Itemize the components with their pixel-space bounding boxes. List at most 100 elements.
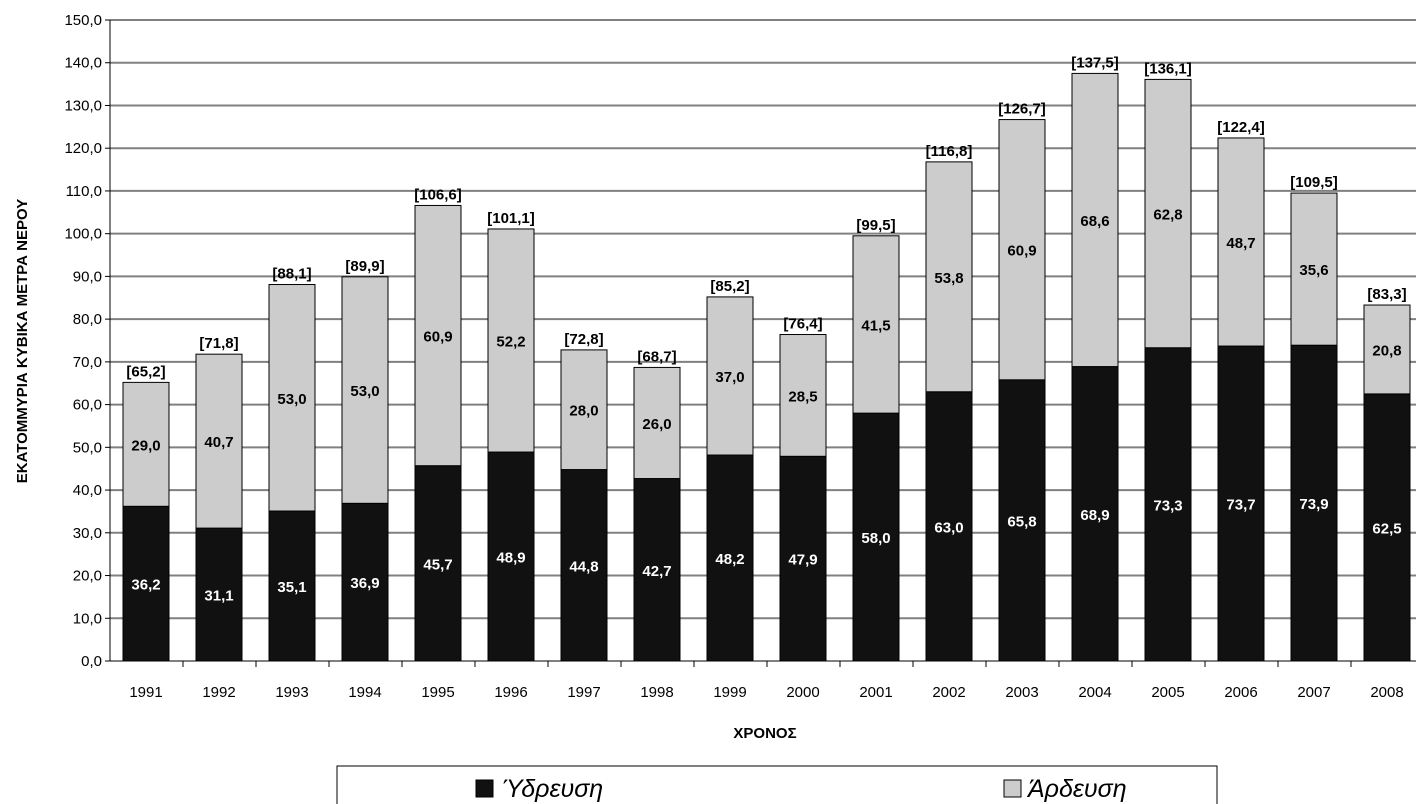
bar-1994-series-1 bbox=[341, 276, 389, 504]
bar-2004-series-0 bbox=[1071, 366, 1119, 662]
bar-label-2003-series-0: 65,8 bbox=[1007, 513, 1036, 530]
bar-1996-series-0 bbox=[487, 451, 535, 662]
bar-label-1998-series-0: 42,7 bbox=[642, 563, 671, 580]
y-tick-label-2: 20,0 bbox=[73, 568, 102, 585]
x-tick-label-1991: 1991 bbox=[129, 684, 162, 701]
y-tick-label-15: 150,0 bbox=[64, 12, 102, 29]
bar-1995-series-0 bbox=[414, 465, 462, 662]
y-tick-label-1: 10,0 bbox=[73, 610, 102, 627]
x-tick-label-1996: 1996 bbox=[494, 684, 527, 701]
bar-2002-series-0 bbox=[925, 391, 973, 662]
bar-2006-series-1 bbox=[1217, 137, 1265, 347]
bar-label-2006-series-0: 73,7 bbox=[1226, 497, 1255, 514]
x-tick-label-2004: 2004 bbox=[1078, 684, 1111, 701]
x-tick-label-1995: 1995 bbox=[421, 684, 454, 701]
x-tick-label-2007: 2007 bbox=[1297, 684, 1330, 701]
x-tick-label-2006: 2006 bbox=[1224, 684, 1257, 701]
bar-label-1995-series-0: 45,7 bbox=[423, 556, 452, 573]
y-tick-label-0: 0,0 bbox=[81, 653, 102, 670]
x-tick-label-1999: 1999 bbox=[713, 684, 746, 701]
bar-2004-series-1 bbox=[1071, 72, 1119, 368]
bar-label-2004-series-0: 68,9 bbox=[1080, 507, 1109, 524]
x-axis-title: ΧΡΟΝΟΣ bbox=[733, 725, 796, 742]
total-label-2007: [109,5] bbox=[1290, 174, 1338, 191]
x-tick-label-2002: 2002 bbox=[932, 684, 965, 701]
bar-label-2005-series-0: 73,3 bbox=[1153, 497, 1182, 514]
bar-label-2004-series-1: 68,6 bbox=[1080, 213, 1109, 230]
bar-label-2001-series-0: 58,0 bbox=[861, 530, 890, 547]
bar-label-2000-series-1: 28,5 bbox=[788, 388, 817, 405]
gridlines bbox=[110, 19, 1416, 620]
total-label-1993: [88,1] bbox=[272, 266, 311, 283]
y-axis-ticks: 0,0 10,0 20,0 30,0 40,0 50,0 60,0 70,0 80,0 90,0 1… bbox=[64, 12, 110, 670]
bars bbox=[122, 72, 1411, 662]
bar-label-1999-series-0: 48,2 bbox=[715, 551, 744, 568]
total-label-2001: [99,5] bbox=[856, 217, 895, 234]
bar-label-1993-series-1: 53,0 bbox=[277, 391, 306, 408]
y-tick-label-8: 80,0 bbox=[73, 311, 102, 328]
bar-label-1997-series-1: 28,0 bbox=[569, 403, 598, 420]
legend-swatch-ydreusi bbox=[475, 779, 494, 798]
total-label-1991: [65,2] bbox=[126, 363, 165, 380]
total-label-1994: [89,9] bbox=[345, 258, 384, 275]
bar-1997-series-1 bbox=[560, 349, 608, 471]
bar-2000-series-1 bbox=[779, 334, 827, 457]
legend-label-ardeusi: Άρδευση bbox=[1026, 775, 1127, 803]
x-tick-label-2000: 2000 bbox=[786, 684, 819, 701]
y-tick-label-7: 70,0 bbox=[73, 354, 102, 371]
bar-label-1994-series-0: 36,9 bbox=[350, 575, 379, 592]
y-tick-label-9: 90,0 bbox=[73, 268, 102, 285]
bar-label-2002-series-0: 63,0 bbox=[934, 519, 963, 536]
y-tick-label-11: 110,0 bbox=[66, 183, 102, 200]
bar-label-1996-series-0: 48,9 bbox=[496, 550, 525, 567]
bar-label-2005-series-1: 62,8 bbox=[1153, 207, 1182, 224]
legend-label-ydreusi: Ύδρευση bbox=[501, 775, 603, 803]
x-axis-ticks: 1991 1992 1993 1994 1995 1996 1997 1998 1999 2000… bbox=[129, 661, 1404, 701]
total-label-2005: [136,1] bbox=[1144, 60, 1192, 77]
bar-1993-series-0 bbox=[268, 510, 316, 662]
bar-2006-series-0 bbox=[1217, 345, 1265, 662]
x-tick-label-1997: 1997 bbox=[567, 684, 600, 701]
bar-2003-series-1 bbox=[998, 119, 1046, 381]
bar-label-1993-series-0: 35,1 bbox=[277, 579, 306, 596]
x-tick-label-1998: 1998 bbox=[640, 684, 673, 701]
bar-1999-series-1 bbox=[706, 296, 754, 456]
x-tick-label-1993: 1993 bbox=[275, 684, 308, 701]
bar-label-2008-series-0: 62,5 bbox=[1372, 520, 1401, 537]
bar-label-2007-series-0: 73,9 bbox=[1299, 496, 1328, 513]
total-label-2006: [122,4] bbox=[1217, 119, 1265, 136]
bar-1993-series-1 bbox=[268, 284, 316, 512]
x-tick-label-2005: 2005 bbox=[1151, 684, 1184, 701]
total-label-2004: [137,5] bbox=[1071, 54, 1119, 71]
y-tick-label-3: 30,0 bbox=[73, 525, 102, 542]
total-label-1998: [68,7] bbox=[637, 348, 676, 365]
bar-label-2000-series-0: 47,9 bbox=[788, 552, 817, 569]
bar-label-2001-series-1: 41,5 bbox=[861, 317, 890, 334]
segment-labels: 36,2 29,0 31,1 40,7 35,1 53,0 36,9 53,0 45,7 60,9… bbox=[131, 207, 1401, 605]
bar-label-1998-series-1: 26,0 bbox=[642, 416, 671, 433]
x-tick-label-2001: 2001 bbox=[859, 684, 892, 701]
y-tick-label-10: 100,0 bbox=[64, 226, 102, 243]
bar-2008-series-1 bbox=[1363, 304, 1411, 395]
bar-label-2008-series-1: 20,8 bbox=[1372, 342, 1401, 359]
bar-1994-series-0 bbox=[341, 502, 389, 662]
bar-1999-series-0 bbox=[706, 454, 754, 662]
total-label-2000: [76,4] bbox=[783, 316, 822, 333]
bar-2000-series-0 bbox=[779, 455, 827, 662]
y-tick-label-6: 60,0 bbox=[73, 397, 102, 414]
legend-swatch-ardeusi bbox=[1003, 779, 1022, 798]
bar-1992-series-1 bbox=[195, 353, 243, 529]
bar-label-2003-series-1: 60,9 bbox=[1007, 243, 1036, 260]
y-tick-label-4: 40,0 bbox=[73, 482, 102, 499]
y-axis-title: ΕΚΑΤΟΜΜΥΡΙΑ ΚΥΒΙΚΑ ΜΕΤΡΑ ΝΕΡΟΥ bbox=[14, 199, 31, 483]
total-label-2008: [83,3] bbox=[1367, 286, 1406, 303]
total-label-1997: [72,8] bbox=[564, 331, 603, 348]
bar-label-1991-series-1: 29,0 bbox=[131, 437, 160, 454]
bar-2001-series-0 bbox=[852, 412, 900, 662]
total-label-1999: [85,2] bbox=[710, 278, 749, 295]
y-tick-label-13: 130,0 bbox=[64, 97, 102, 114]
y-tick-label-12: 120,0 bbox=[64, 140, 102, 157]
bar-label-2007-series-1: 35,6 bbox=[1299, 262, 1328, 279]
bar-1997-series-0 bbox=[560, 469, 608, 662]
bar-label-2002-series-1: 53,8 bbox=[934, 270, 963, 287]
